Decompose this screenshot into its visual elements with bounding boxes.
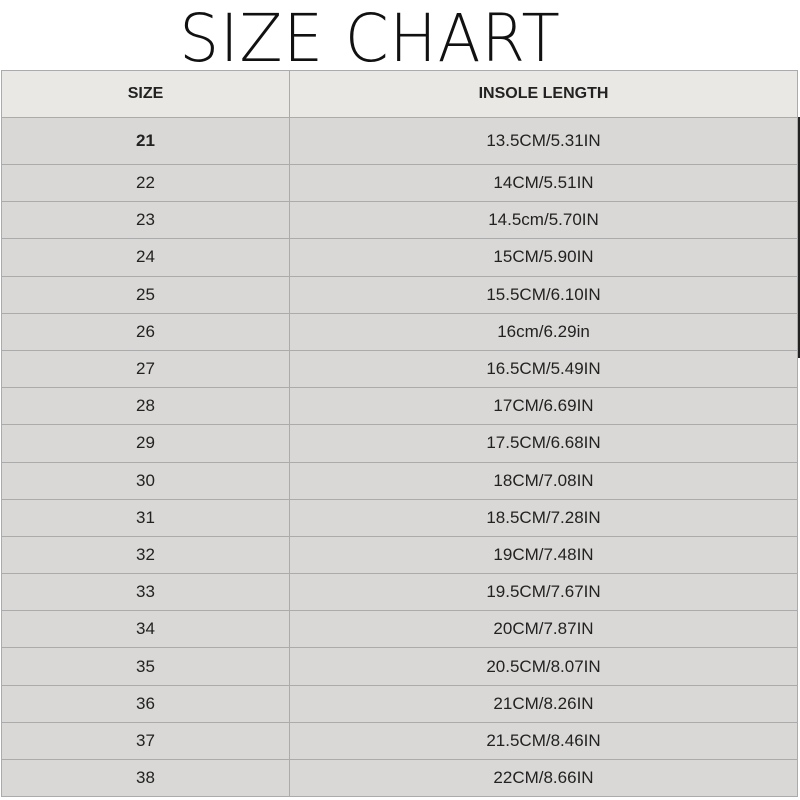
table-row: 24 15CM/5.90IN [1, 238, 798, 277]
table-row: 37 21.5CM/8.46IN [1, 721, 798, 761]
table-row: 34 20CM/7.87IN [1, 610, 798, 649]
cell-insole-length: 16.5CM/5.49IN [289, 349, 798, 389]
table-row: 35 20.5CM/8.07IN [1, 647, 798, 686]
cell-insole-length: 14.5cm/5.70IN [289, 201, 798, 240]
cell-size: 21 [1, 117, 290, 165]
cell-insole-length: 19CM/7.48IN [289, 535, 798, 575]
cell-size: 34 [1, 610, 290, 649]
cell-size: 31 [1, 498, 290, 537]
table-row: 23 14.5cm/5.70IN [1, 201, 798, 240]
border-edge [798, 117, 800, 358]
table-row: 26 16cm/6.29in [1, 312, 798, 351]
table-row: 27 16.5CM/5.49IN [1, 349, 798, 389]
cell-insole-length: 20CM/7.87IN [289, 610, 798, 649]
table-row: 30 18CM/7.08IN [1, 461, 798, 500]
cell-size: 23 [1, 201, 290, 240]
cell-size: 26 [1, 312, 290, 351]
cell-size: 25 [1, 275, 290, 314]
cell-insole-length: 13.5CM/5.31IN [289, 117, 798, 165]
cell-size: 32 [1, 535, 290, 575]
table-row: 28 17CM/6.69IN [1, 387, 798, 426]
cell-size: 28 [1, 387, 290, 426]
table-row: 29 17.5CM/6.68IN [1, 424, 798, 463]
cell-insole-length: 14CM/5.51IN [289, 163, 798, 203]
table-header-row: SIZE INSOLE LENGTH [1, 70, 798, 118]
table-row: 36 21CM/8.26IN [1, 684, 798, 723]
cell-size: 36 [1, 684, 290, 723]
table-row: 38 22CM/8.66IN [1, 758, 798, 798]
cell-insole-length: 17.5CM/6.68IN [289, 424, 798, 463]
cell-size: 24 [1, 238, 290, 277]
cell-size: 35 [1, 647, 290, 686]
cell-size: 29 [1, 424, 290, 463]
cell-insole-length: 18CM/7.08IN [289, 461, 798, 500]
table-row: 31 18.5CM/7.28IN [1, 498, 798, 537]
size-chart-table: SIZE INSOLE LENGTH 21 13.5CM/5.31IN 22 14CM… [1, 70, 798, 798]
cell-insole-length: 18.5CM/7.28IN [289, 498, 798, 537]
page-title: SIZE CHART [179, 0, 561, 77]
table-row: 22 14CM/5.51IN [1, 163, 798, 203]
cell-insole-length: 15.5CM/6.10IN [289, 275, 798, 314]
cell-insole-length: 19.5CM/7.67IN [289, 573, 798, 612]
cell-insole-length: 21.5CM/8.46IN [289, 721, 798, 761]
header-insole-length: INSOLE LENGTH [289, 70, 798, 118]
cell-insole-length: 17CM/6.69IN [289, 387, 798, 426]
table-row: 25 15.5CM/6.10IN [1, 275, 798, 314]
header-size: SIZE [1, 70, 290, 118]
table-row: 21 13.5CM/5.31IN [1, 117, 798, 165]
cell-insole-length: 15CM/5.90IN [289, 238, 798, 277]
cell-size: 33 [1, 573, 290, 612]
cell-insole-length: 22CM/8.66IN [289, 758, 798, 798]
cell-size: 37 [1, 721, 290, 761]
table-row: 33 19.5CM/7.67IN [1, 573, 798, 612]
cell-insole-length: 20.5CM/8.07IN [289, 647, 798, 686]
cell-size: 38 [1, 758, 290, 798]
cell-size: 22 [1, 163, 290, 203]
cell-insole-length: 21CM/8.26IN [289, 684, 798, 723]
table-row: 32 19CM/7.48IN [1, 535, 798, 575]
cell-size: 30 [1, 461, 290, 500]
cell-size: 27 [1, 349, 290, 389]
cell-insole-length: 16cm/6.29in [289, 312, 798, 351]
